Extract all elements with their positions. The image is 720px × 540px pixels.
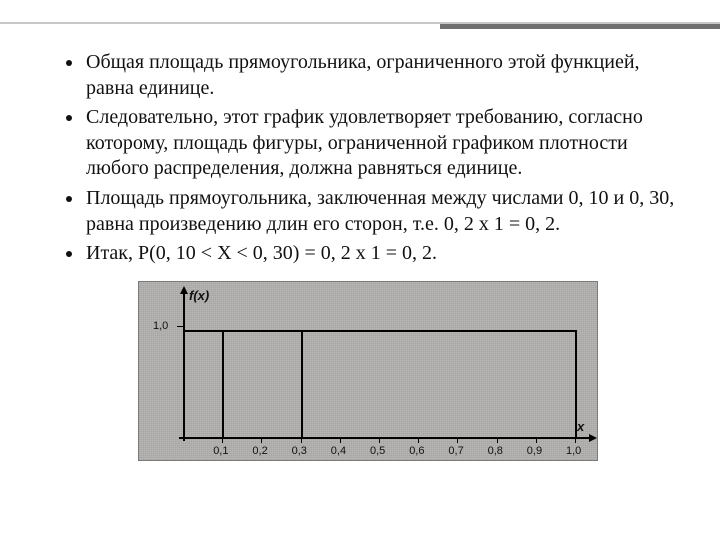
y-axis-label: f(x) xyxy=(189,288,209,303)
density-drop-right xyxy=(575,330,577,437)
x-tick xyxy=(261,437,262,443)
x-tick-label: 0,3 xyxy=(292,445,307,457)
interval-right-line xyxy=(301,330,303,437)
top-rule xyxy=(0,0,720,38)
density-chart: f(x) x 1,0 0,1 0,2 0,3 0,4 0,5 0,6 0,7 0,8 0,9 1,0 xyxy=(138,281,598,461)
y-axis-arrow-icon xyxy=(180,286,188,294)
x-tick xyxy=(301,437,302,443)
y-tick xyxy=(177,326,183,327)
x-tick-label: 0,5 xyxy=(370,445,385,457)
x-tick-label: 1,0 xyxy=(566,445,581,457)
bullet-item: Итак, Р(0, 10 < X < 0, 30) = 0, 2 х 1 = … xyxy=(84,241,676,267)
x-tick xyxy=(379,437,380,443)
x-tick-label: 0,1 xyxy=(213,445,228,457)
bullet-item: Общая площадь прямоугольника, ограниченн… xyxy=(84,50,676,101)
x-axis-arrow-icon xyxy=(589,434,597,442)
interval-left-line xyxy=(222,330,224,437)
x-tick-label: 0,8 xyxy=(488,445,503,457)
x-tick xyxy=(575,437,576,443)
x-tick xyxy=(222,437,223,443)
slide-content: Общая площадь прямоугольника, ограниченн… xyxy=(0,38,720,461)
bullet-list: Общая площадь прямоугольника, ограниченн… xyxy=(60,50,676,267)
chart-container: f(x) x 1,0 0,1 0,2 0,3 0,4 0,5 0,6 0,7 0,8 0,9 1,0 xyxy=(60,281,676,461)
x-tick-label: 0,4 xyxy=(331,445,346,457)
x-axis-label: x xyxy=(577,419,584,434)
rule-dark xyxy=(440,24,720,29)
y-axis xyxy=(183,288,185,441)
density-line xyxy=(183,330,575,332)
x-tick xyxy=(536,437,537,443)
bullet-item: Следовательно, этот график удовлетворяет… xyxy=(84,105,676,182)
x-tick xyxy=(497,437,498,443)
x-tick-label: 0,7 xyxy=(448,445,463,457)
x-tick-label: 0,9 xyxy=(527,445,542,457)
x-tick xyxy=(457,437,458,443)
x-axis xyxy=(179,437,591,439)
bullet-item: Площадь прямоугольника, заключенная межд… xyxy=(84,186,676,237)
x-tick xyxy=(418,437,419,443)
x-tick-label: 0,6 xyxy=(409,445,424,457)
x-tick-label: 0,2 xyxy=(252,445,267,457)
x-tick xyxy=(340,437,341,443)
chart-background xyxy=(139,282,597,460)
y-tick-label: 1,0 xyxy=(153,320,168,332)
